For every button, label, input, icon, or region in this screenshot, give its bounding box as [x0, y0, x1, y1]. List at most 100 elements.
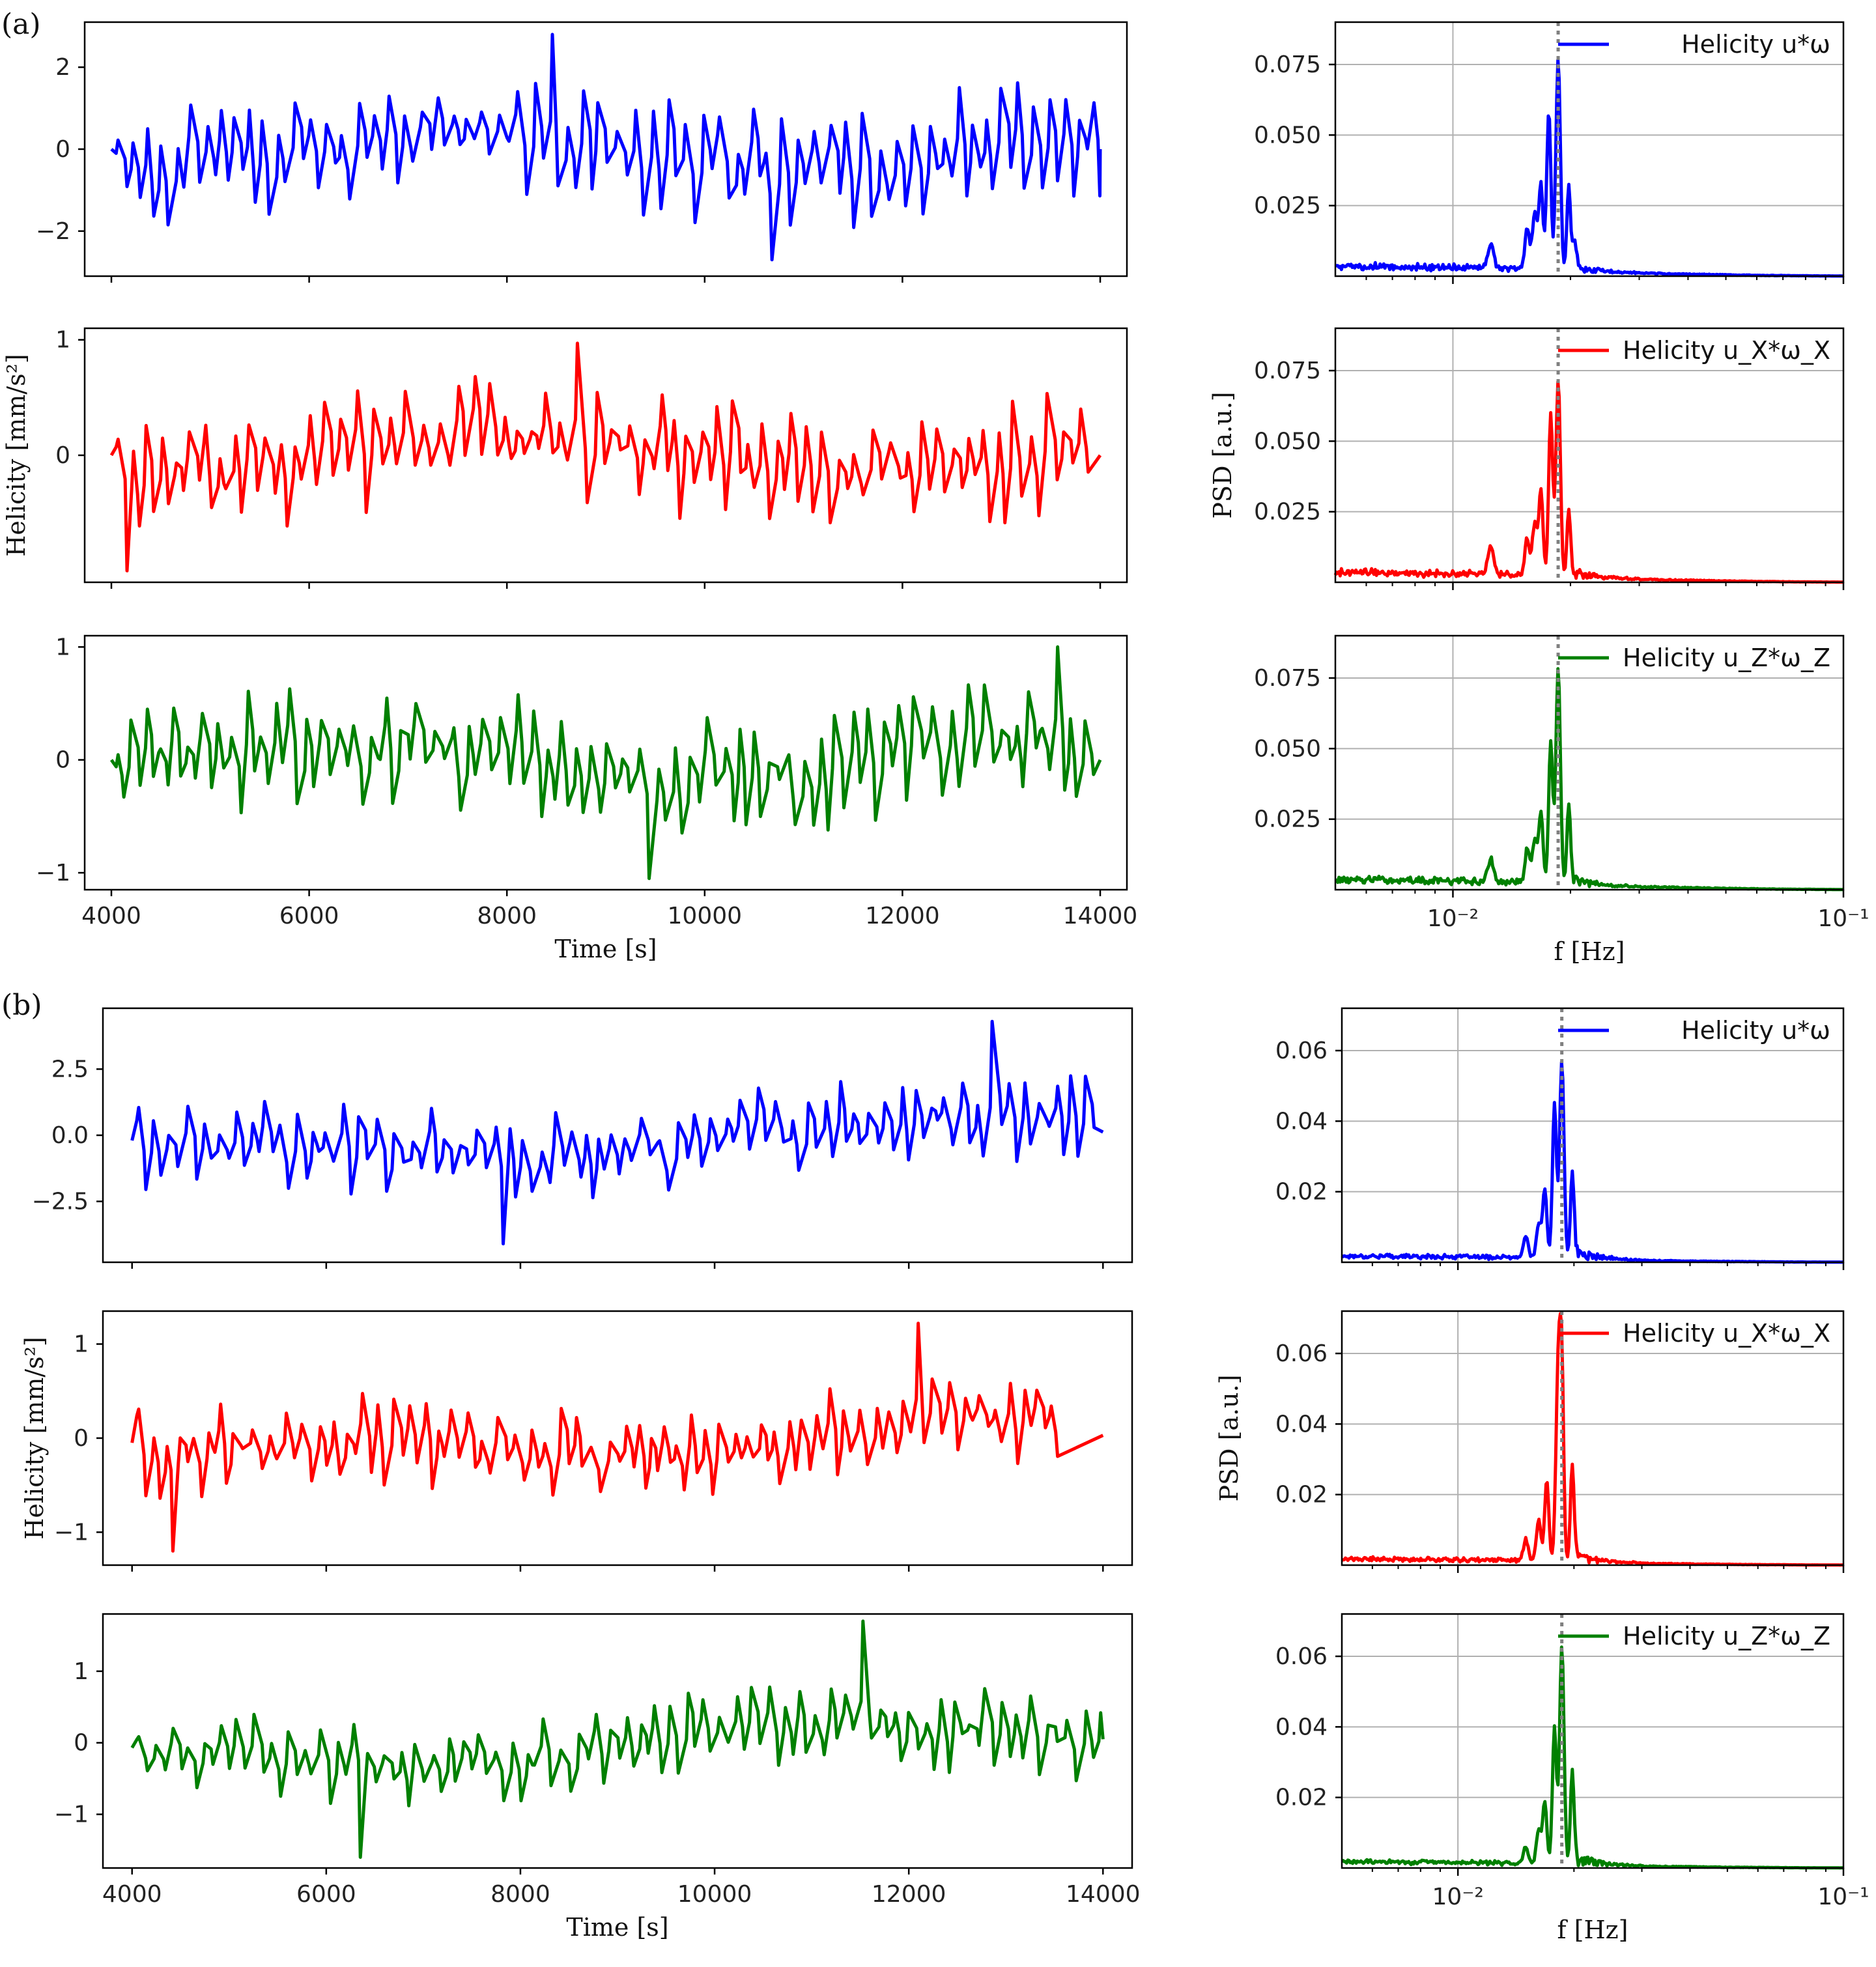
- y-axis-label: PSD [a.u.]: [1208, 391, 1237, 518]
- axes-frame: [1334, 327, 1845, 584]
- y-tick-label: 0.025: [1254, 193, 1321, 219]
- y-tick-label: 0.025: [1254, 806, 1321, 833]
- y-tick-label: 0.025: [1254, 499, 1321, 526]
- axes-frame: [102, 1310, 1133, 1566]
- axes-frame: [1341, 1310, 1845, 1566]
- series-line-green: [130, 1619, 1105, 1859]
- psd-axes-1: 0.025 0.050 0.075 Helicity u*ω: [1254, 21, 1845, 284]
- y-tick-label: 0.04: [1275, 1108, 1328, 1135]
- y-tick-label: 0.0: [51, 1122, 89, 1149]
- series-line-blue: [110, 33, 1102, 262]
- y-tick-label: −2: [36, 218, 70, 245]
- x-tick-label: 14000: [1063, 903, 1138, 929]
- x-axis-label: Time [s]: [554, 935, 657, 963]
- legend-label: Helicity u_Z*ω_Z: [1623, 644, 1830, 672]
- time-series-axes-5: −1 0 1 Helicity [mm/s²]: [20, 1310, 1133, 1572]
- axes-frame: [83, 634, 1128, 891]
- y-tick-label: 1: [55, 634, 70, 660]
- time-series-axes-1: −2 0 2: [36, 21, 1128, 283]
- y-tick-label: 2: [55, 54, 70, 81]
- spectrum-line-red: [1341, 1312, 1844, 1567]
- axes-frame: [1341, 1007, 1845, 1264]
- y-tick-label: −1: [36, 860, 70, 886]
- y-tick-label: 0.06: [1275, 1643, 1328, 1670]
- x-tick-label: 10⁻¹: [1817, 1884, 1869, 1910]
- axes-frame: [1334, 21, 1845, 277]
- x-tick-label: 10000: [677, 1881, 752, 1908]
- panel-tag-a: (a): [1, 8, 41, 41]
- x-tick-label: 6000: [296, 1881, 356, 1908]
- x-tick-label: 10⁻²: [1427, 905, 1479, 932]
- psd-axes-2: 0.025 0.050 0.075 Helicity u_X*ω_X PSD [a.u.…: [1208, 327, 1845, 590]
- legend-label: Helicity u_Z*ω_Z: [1623, 1622, 1830, 1650]
- y-tick-label: −1: [54, 1519, 89, 1546]
- y-tick-label: 0: [74, 1425, 89, 1452]
- series-line-red: [130, 1322, 1104, 1553]
- legend-label: Helicity u_X*ω_X: [1623, 1319, 1830, 1348]
- x-tick-label: 12000: [865, 903, 940, 929]
- y-tick-label: 0.06: [1275, 1038, 1328, 1064]
- x-axis-label: Time [s]: [566, 1913, 668, 1942]
- y-tick-label: 0.02: [1275, 1482, 1328, 1508]
- x-tick-label: 10⁻¹: [1817, 905, 1869, 932]
- y-tick-label: 0.04: [1275, 1411, 1328, 1437]
- psd-axes-5: 0.02 0.04 0.06 Helicity u_X*ω_X PSD [a.u.]: [1215, 1310, 1845, 1573]
- x-tick-label: 6000: [279, 903, 339, 929]
- x-axis-label: f [Hz]: [1557, 1916, 1628, 1944]
- spectrum-line-green: [1334, 667, 1844, 892]
- axes-frame: [1334, 634, 1845, 891]
- y-tick-label: 0.02: [1275, 1179, 1328, 1206]
- time-series-axes-4: −2.5 0.0 2.5: [32, 1007, 1133, 1269]
- spectrum-line-blue: [1334, 58, 1844, 278]
- legend-label: Helicity u*ω: [1681, 30, 1830, 59]
- y-tick-label: 0.04: [1275, 1714, 1328, 1740]
- y-tick-label: 0.075: [1254, 51, 1321, 78]
- y-tick-label: 0: [74, 1730, 89, 1757]
- x-axis-label: f [Hz]: [1554, 937, 1625, 966]
- y-tick-label: 1: [74, 1331, 89, 1358]
- x-tick-label: 10000: [668, 903, 743, 929]
- y-tick-label: 0.050: [1254, 428, 1321, 455]
- series-line-blue: [130, 1019, 1104, 1246]
- y-tick-label: 0.075: [1254, 665, 1321, 692]
- psd-axes-6: 0.02 0.04 0.06 10⁻² 10⁻¹ Helicity u_Z*ω_Zf [H…: [1275, 1613, 1869, 1944]
- y-tick-label: 0.050: [1254, 735, 1321, 762]
- spectrum-line-blue: [1341, 1060, 1844, 1264]
- y-tick-label: −1: [54, 1802, 89, 1828]
- x-tick-label: 8000: [477, 903, 537, 929]
- spectrum-line-red: [1333, 380, 1844, 584]
- y-tick-label: 0: [55, 136, 70, 163]
- spectrum-line-green: [1341, 1645, 1844, 1870]
- time-series-axes-2: 0 1 Helicity [mm/s²]: [2, 327, 1128, 589]
- y-tick-label: 1: [55, 327, 70, 354]
- y-axis-label: Helicity [mm/s²]: [2, 354, 31, 556]
- y-tick-label: 0.075: [1254, 358, 1321, 384]
- y-tick-label: 1: [74, 1658, 89, 1685]
- y-axis-label: Helicity [mm/s²]: [20, 1337, 49, 1539]
- axes-frame: [102, 1613, 1133, 1869]
- y-tick-label: −2.5: [32, 1189, 89, 1215]
- x-tick-label: 4000: [81, 903, 141, 929]
- x-tick-label: 12000: [872, 1881, 946, 1908]
- x-tick-label: 10⁻²: [1432, 1884, 1484, 1910]
- legend-label: Helicity u_X*ω_X: [1623, 336, 1830, 365]
- y-tick-label: 0.050: [1254, 122, 1321, 149]
- psd-axes-4: 0.02 0.04 0.06 Helicity u*ω: [1275, 1007, 1845, 1270]
- y-tick-label: 0: [55, 747, 70, 774]
- axes-frame: [1341, 1613, 1845, 1869]
- x-tick-label: 14000: [1066, 1881, 1141, 1908]
- series-line-green: [109, 645, 1102, 881]
- y-tick-label: 2.5: [51, 1056, 89, 1083]
- panel-tag-b: (b): [1, 989, 42, 1022]
- y-tick-label: 0.06: [1275, 1340, 1328, 1367]
- y-axis-label: PSD [a.u.]: [1215, 1374, 1244, 1501]
- x-tick-label: 8000: [490, 1881, 550, 1908]
- legend-label: Helicity u*ω: [1681, 1016, 1830, 1045]
- x-tick-label: 4000: [102, 1881, 162, 1908]
- series-line-red: [109, 341, 1102, 573]
- y-tick-label: 0.02: [1275, 1785, 1328, 1811]
